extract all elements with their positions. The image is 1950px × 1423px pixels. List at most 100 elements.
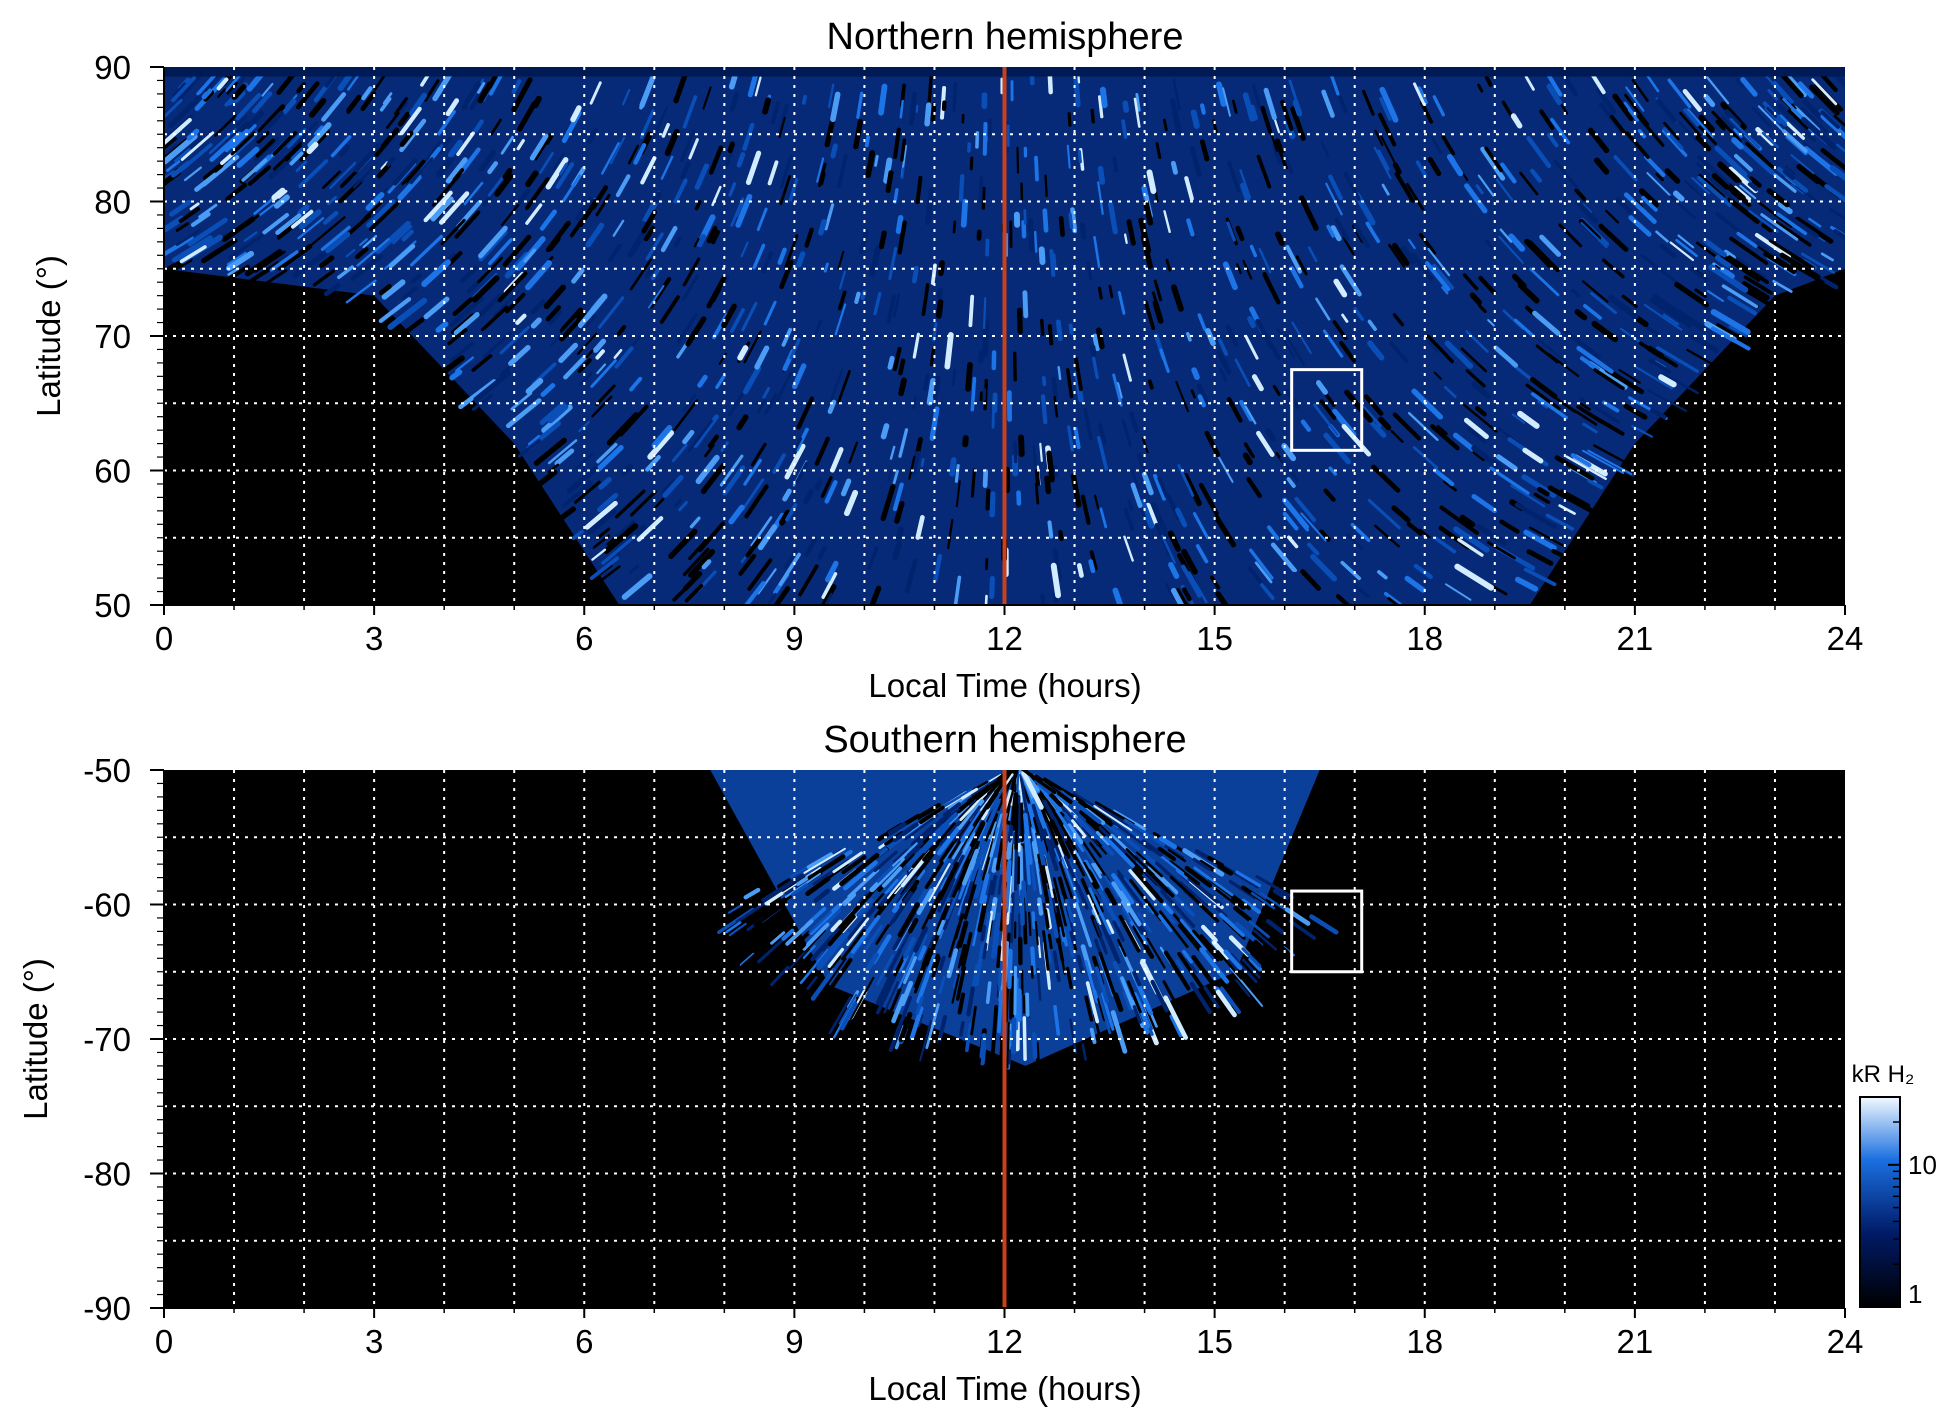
aurora-streak bbox=[1736, 257, 1767, 279]
aurora-streak bbox=[620, 463, 634, 476]
aurora-streak bbox=[849, 976, 875, 1020]
aurora-streak bbox=[449, 296, 485, 328]
aurora-streak bbox=[966, 986, 975, 1017]
aurora-streak bbox=[1229, 967, 1264, 1007]
aurora-streak bbox=[1290, 106, 1306, 141]
aurora-streak bbox=[1140, 234, 1153, 269]
aurora-streak bbox=[878, 83, 888, 116]
aurora-streak bbox=[590, 359, 617, 388]
aurora-streak bbox=[284, 144, 303, 163]
aurora-streak bbox=[201, 238, 238, 264]
aurora-streak bbox=[1135, 92, 1141, 112]
aurora-streak bbox=[744, 484, 769, 519]
aurora-streak bbox=[1170, 98, 1182, 135]
y-tick-label: 80 bbox=[94, 184, 131, 221]
aurora-streak bbox=[1733, 185, 1752, 201]
aurora-streak bbox=[1227, 161, 1241, 193]
aurora-streak bbox=[924, 188, 935, 225]
aurora-streak bbox=[292, 121, 318, 149]
aurora-streak bbox=[1487, 319, 1495, 327]
aurora-streak bbox=[1478, 275, 1497, 295]
aurora-streak bbox=[1267, 525, 1280, 541]
aurora-streak bbox=[1276, 942, 1290, 955]
aurora-streak bbox=[870, 585, 882, 605]
aurora-streak bbox=[1242, 92, 1256, 122]
aurora-streak bbox=[273, 141, 303, 171]
aurora-streak bbox=[1248, 957, 1263, 972]
aurora-streak bbox=[909, 91, 917, 126]
aurora-streak bbox=[1034, 778, 1052, 795]
aurora-streak bbox=[892, 469, 899, 485]
aurora-streak bbox=[586, 565, 621, 592]
aurora-streak bbox=[791, 363, 807, 390]
aurora-streak bbox=[609, 136, 626, 165]
aurora-streak bbox=[880, 484, 896, 522]
aurora-streak bbox=[1686, 348, 1722, 370]
aurora-streak bbox=[597, 492, 619, 513]
aurora-streak bbox=[1235, 870, 1262, 888]
aurora-streak bbox=[505, 398, 542, 429]
aurora-streak bbox=[502, 167, 513, 180]
aurora-streak bbox=[1598, 223, 1629, 252]
aurora-streak bbox=[1590, 292, 1617, 315]
aurora-streak bbox=[1703, 73, 1730, 105]
aurora-streak bbox=[425, 140, 442, 161]
aurora-streak bbox=[1129, 411, 1139, 433]
aurora-streak bbox=[171, 76, 197, 103]
aurora-streak bbox=[972, 789, 999, 827]
aurora-streak bbox=[1330, 225, 1342, 242]
aurora-streak bbox=[1031, 1031, 1038, 1060]
aurora-streak bbox=[1132, 924, 1155, 960]
aurora-streak bbox=[837, 290, 847, 311]
aurora-streak bbox=[472, 394, 494, 411]
aurora-streak bbox=[968, 294, 975, 328]
aurora-streak bbox=[763, 300, 777, 326]
aurora-streak bbox=[1215, 451, 1234, 483]
aurora-streak bbox=[1820, 114, 1845, 140]
aurora-streak bbox=[1093, 494, 1100, 510]
aurora-streak bbox=[456, 131, 475, 157]
aurora-streak bbox=[1074, 849, 1093, 883]
aurora-streak bbox=[1110, 1010, 1128, 1054]
aurora-streak bbox=[1044, 865, 1055, 898]
south-highlight-box bbox=[1290, 889, 1364, 974]
aurora-streak bbox=[204, 72, 222, 92]
aurora-streak bbox=[1625, 86, 1645, 112]
y-tick-label: 70 bbox=[94, 318, 131, 355]
aurora-streak bbox=[1067, 112, 1072, 127]
aurora-streak bbox=[1250, 892, 1276, 910]
north-title: Northern hemisphere bbox=[827, 16, 1184, 58]
aurora-streak bbox=[454, 210, 481, 239]
aurora-streak bbox=[271, 187, 286, 201]
aurora-streak bbox=[794, 461, 809, 485]
aurora-streak bbox=[1383, 591, 1404, 605]
aurora-streak bbox=[570, 105, 582, 123]
aurora-streak bbox=[773, 586, 791, 605]
aurora-streak bbox=[1236, 263, 1242, 275]
aurora-streak bbox=[960, 198, 969, 228]
aurora-streak bbox=[754, 76, 762, 97]
aurora-streak bbox=[931, 953, 940, 971]
aurora-streak bbox=[827, 947, 845, 968]
aurora-streak bbox=[1249, 244, 1258, 258]
aurora-streak bbox=[1127, 499, 1134, 512]
aurora-streak bbox=[1460, 347, 1487, 373]
aurora-streak bbox=[1011, 843, 1016, 895]
aurora-streak bbox=[561, 487, 586, 508]
aurora-streak bbox=[1251, 374, 1264, 392]
aurora-streak bbox=[896, 875, 918, 904]
aurora-streak bbox=[225, 250, 255, 272]
aurora-streak bbox=[517, 438, 541, 458]
aurora-streak bbox=[1625, 131, 1650, 159]
aurora-streak bbox=[208, 128, 237, 155]
aurora-streak bbox=[981, 839, 995, 881]
aurora-streak bbox=[1006, 837, 1013, 860]
aurora-streak bbox=[748, 949, 784, 985]
aurora-streak bbox=[1714, 145, 1748, 177]
aurora-streak bbox=[1242, 452, 1253, 466]
aurora-streak bbox=[595, 349, 605, 360]
aurora-streak bbox=[1139, 499, 1155, 529]
aurora-streak bbox=[1199, 103, 1206, 115]
aurora-streak bbox=[538, 469, 558, 486]
aurora-streak bbox=[949, 457, 957, 477]
